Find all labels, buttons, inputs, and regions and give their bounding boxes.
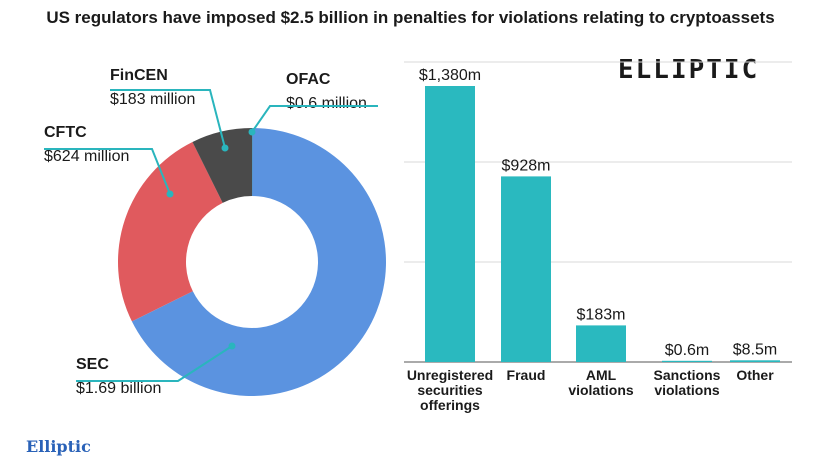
donut-slice-sec <box>131 128 386 396</box>
bar-value-label: $8.5m <box>733 341 777 358</box>
slice-name: OFAC <box>286 71 331 88</box>
leader-dot <box>166 190 174 198</box>
category-label: violations <box>654 382 720 398</box>
donut-label-sec: SEC $1.69 billion <box>76 342 236 397</box>
category-label: Other <box>736 367 774 383</box>
leader-line <box>44 148 171 195</box>
donut-label-fincen: FinCEN $183 million <box>110 67 229 152</box>
bar-value-label: $928m <box>502 157 551 174</box>
leader-line <box>110 89 226 149</box>
donut-label-ofac: OFAC $0.6 million <box>248 71 378 136</box>
category-label: offerings <box>420 397 480 413</box>
slice-value: $0.6 million <box>286 95 367 112</box>
slice-name: FinCEN <box>110 67 168 84</box>
leader-dot <box>248 128 256 136</box>
slice-name: CFTC <box>44 124 87 141</box>
leader-line <box>251 105 378 133</box>
bar <box>576 325 626 362</box>
category-label: securities <box>417 382 483 398</box>
donut-label-cftc: CFTC $624 million <box>44 124 174 198</box>
leader-line <box>76 345 233 382</box>
slice-value: $624 million <box>44 148 129 165</box>
footer-logo: Elliptic <box>26 437 91 456</box>
category-label: Fraud <box>507 367 546 383</box>
chart-title: US regulators have imposed $2.5 billion … <box>46 8 775 27</box>
leader-dot <box>221 144 229 152</box>
slice-value: $1.69 billion <box>76 380 161 397</box>
donut-slice-cftc <box>117 141 223 322</box>
category-label: Sanctions <box>654 367 721 383</box>
elliptic-logo: ELLIPTIC <box>618 55 760 85</box>
slice-value: $183 million <box>110 91 195 108</box>
bar <box>662 360 712 362</box>
slice-name: SEC <box>76 356 109 373</box>
bar-value-label: $183m <box>577 306 626 323</box>
bar-value-label: $1,380m <box>419 67 481 84</box>
donut-slice-fincen <box>192 128 252 203</box>
category-label: AML <box>586 367 617 383</box>
bar-value-label: $0.6m <box>665 342 709 359</box>
bar <box>730 360 780 362</box>
bar <box>501 176 551 362</box>
category-label: violations <box>568 382 634 398</box>
donut-chart: OFAC $0.6 million SEC $1.69 billion CFTC $624… <box>44 67 386 397</box>
leader-dot <box>228 342 236 350</box>
category-label: Unregistered <box>407 367 493 383</box>
bar <box>425 86 475 362</box>
